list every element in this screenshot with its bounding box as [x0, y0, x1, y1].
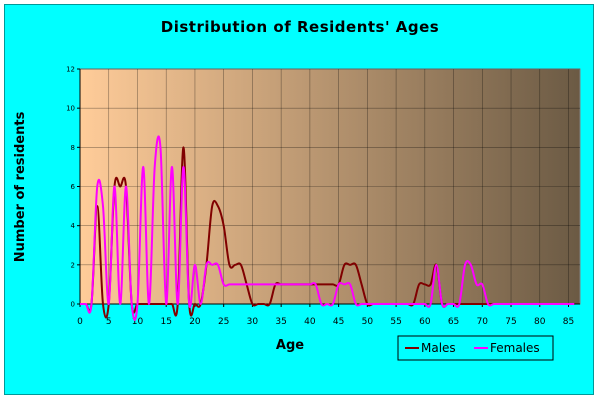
x-tick-label: 75 — [505, 317, 516, 327]
x-tick-label: 85 — [563, 317, 574, 327]
y-tick-label: 2 — [71, 261, 75, 269]
y-tick-label: 10 — [66, 105, 75, 113]
x-tick-label: 40 — [304, 317, 316, 327]
series-lines — [79, 135, 575, 321]
x-tick-label: 30 — [247, 317, 259, 327]
x-tick-label: 80 — [534, 317, 546, 327]
y-tick-label: 12 — [66, 66, 75, 74]
y-tick-label: 8 — [71, 144, 75, 152]
y-tick-label: 4 — [71, 222, 76, 230]
x-tick-label: 20 — [189, 317, 201, 327]
chart-title: Distribution of Residents' Ages — [161, 18, 439, 36]
y-axis-label: Number of residents — [13, 111, 28, 262]
y-tick-label: 0 — [71, 301, 75, 309]
legend: Males Females — [397, 335, 554, 361]
legend-label-males: Males — [421, 341, 456, 355]
legend-box — [397, 335, 554, 361]
x-tick-label: 55 — [390, 317, 401, 327]
legend-label-females: Females — [490, 341, 540, 355]
x-tick-labels: 0 5 10 15 20 25 30 35 40 45 50 55 60 65 70 75 80 85 — [77, 304, 574, 327]
x-tick-label: 5 — [106, 317, 112, 327]
series-line-females — [79, 135, 575, 321]
x-tick-label: 70 — [477, 317, 489, 327]
x-tick-label: 10 — [132, 317, 144, 327]
x-tick-label: 45 — [333, 317, 344, 327]
y-tick-labels: 0 2 4 6 8 10 12 — [66, 66, 80, 309]
x-tick-label: 50 — [362, 317, 374, 327]
x-tick-label: 60 — [419, 317, 431, 327]
y-tick-label: 6 — [71, 183, 76, 191]
x-tick-label: 25 — [218, 317, 229, 327]
x-tick-label: 35 — [275, 317, 286, 327]
x-tick-label: 0 — [77, 317, 83, 327]
x-tick-label: 15 — [160, 317, 171, 327]
series-line-males — [79, 146, 575, 319]
x-tick-label: 65 — [448, 317, 459, 327]
x-axis-label: Age — [276, 338, 304, 353]
